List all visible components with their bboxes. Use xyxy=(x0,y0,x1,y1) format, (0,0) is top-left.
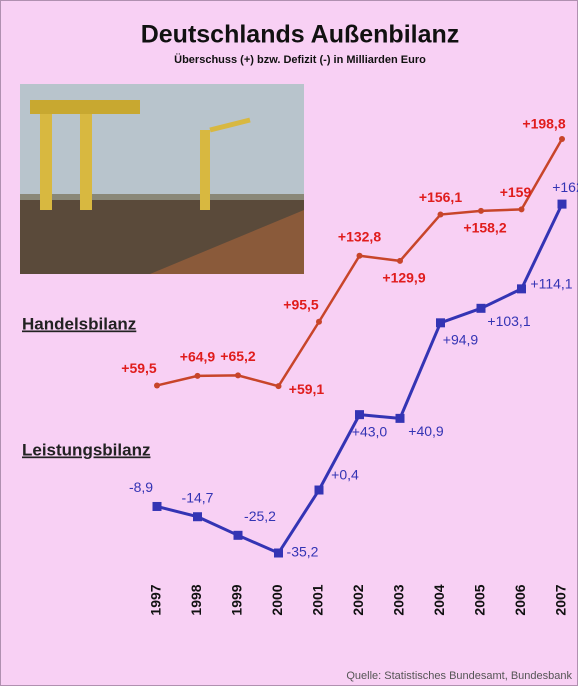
data-label: +162 xyxy=(552,179,578,195)
data-label: +159 xyxy=(500,184,532,200)
data-label: -8,9 xyxy=(129,479,153,495)
data-label: +95,5 xyxy=(283,296,319,312)
point-marker xyxy=(195,373,201,379)
x-tick-label: 1997 xyxy=(148,584,164,615)
data-label: +103,1 xyxy=(487,313,530,329)
point-marker xyxy=(438,212,444,218)
point-marker xyxy=(397,258,403,264)
source-note: Quelle: Statistisches Bundesamt, Bundesb… xyxy=(346,670,572,682)
point-marker xyxy=(519,206,525,212)
point-marker xyxy=(154,382,160,388)
photo xyxy=(20,84,304,274)
data-label: +156,1 xyxy=(419,189,462,205)
data-label: +43,0 xyxy=(352,423,388,439)
data-label: +64,9 xyxy=(180,349,216,365)
x-tick-label: 2004 xyxy=(431,584,447,615)
x-tick-label: 2003 xyxy=(391,584,407,615)
x-tick-label: 2005 xyxy=(472,584,488,615)
series-label: Leistungsbilanz xyxy=(22,440,150,459)
series-label: Handelsbilanz xyxy=(22,314,136,333)
data-label: +59,1 xyxy=(289,381,325,397)
x-tick-label: 1998 xyxy=(188,584,204,615)
data-label: -35,2 xyxy=(287,544,319,560)
chart-subtitle: Überschuss (+) bzw. Defizit (-) in Milli… xyxy=(174,53,426,66)
point-marker xyxy=(235,372,241,378)
data-label: +59,5 xyxy=(121,360,157,376)
point-marker xyxy=(436,318,445,327)
data-label: +114,1 xyxy=(530,276,572,292)
data-label: +129,9 xyxy=(382,270,425,286)
x-tick-label: 2006 xyxy=(512,584,528,615)
point-marker xyxy=(477,304,486,313)
point-marker xyxy=(558,200,567,209)
data-label: +198,8 xyxy=(522,116,565,132)
data-label: +132,8 xyxy=(338,228,381,244)
point-marker xyxy=(396,414,405,423)
point-marker xyxy=(274,549,283,558)
point-marker xyxy=(153,502,162,511)
data-label: +158,2 xyxy=(463,220,506,236)
point-marker xyxy=(316,319,322,325)
x-tick-label: 2001 xyxy=(310,584,326,615)
point-marker xyxy=(234,531,243,540)
point-marker xyxy=(355,410,364,419)
point-marker xyxy=(276,383,282,389)
point-marker xyxy=(315,486,324,495)
x-tick-label: 2002 xyxy=(350,584,366,615)
data-label: +65,2 xyxy=(220,348,256,364)
data-label: -14,7 xyxy=(182,489,214,505)
x-tick-label: 2000 xyxy=(269,584,285,615)
point-marker xyxy=(478,208,484,214)
point-marker xyxy=(559,136,565,142)
x-tick-label: 2007 xyxy=(553,584,569,615)
data-label: -25,2 xyxy=(244,508,276,524)
data-label: +40,9 xyxy=(408,423,444,439)
point-marker xyxy=(357,253,363,259)
chart: Deutschlands Außenbilanz Überschuss (+) … xyxy=(0,0,578,686)
chart-title: Deutschlands Außenbilanz xyxy=(141,21,460,49)
data-label: +94,9 xyxy=(443,332,479,348)
data-label: +0,4 xyxy=(331,467,359,483)
point-marker xyxy=(517,284,526,293)
x-tick-label: 1999 xyxy=(229,584,245,615)
point-marker xyxy=(193,512,202,521)
